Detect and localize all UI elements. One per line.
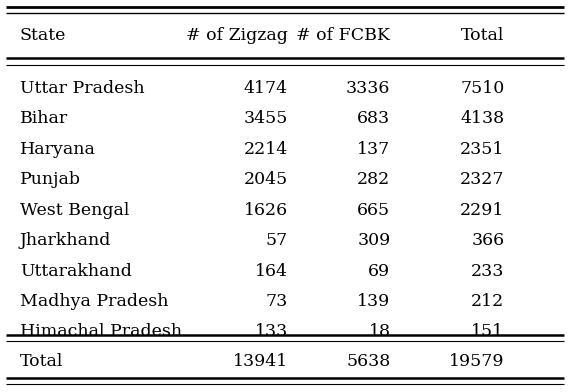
Text: 57: 57 <box>266 232 288 249</box>
Text: 69: 69 <box>368 263 390 279</box>
Text: 233: 233 <box>471 263 504 279</box>
Text: 2351: 2351 <box>460 140 504 158</box>
Text: Jharkhand: Jharkhand <box>20 232 111 249</box>
Text: 73: 73 <box>266 293 288 310</box>
Text: 19579: 19579 <box>449 354 504 370</box>
Text: 2327: 2327 <box>460 171 504 188</box>
Text: Bihar: Bihar <box>20 110 68 127</box>
Text: Total: Total <box>20 354 63 370</box>
Text: # of Zigzag: # of Zigzag <box>186 27 288 44</box>
Text: 665: 665 <box>357 201 390 218</box>
Text: Madhya Pradesh: Madhya Pradesh <box>20 293 169 310</box>
Text: West Bengal: West Bengal <box>20 201 129 218</box>
Text: 366: 366 <box>471 232 504 249</box>
Text: 151: 151 <box>471 323 504 341</box>
Text: 1626: 1626 <box>244 201 288 218</box>
Text: 133: 133 <box>255 323 288 341</box>
Text: # of FCBK: # of FCBK <box>296 27 390 44</box>
Text: 282: 282 <box>357 171 390 188</box>
Text: 7510: 7510 <box>460 80 504 96</box>
Text: 4174: 4174 <box>244 80 288 96</box>
Text: 3336: 3336 <box>346 80 390 96</box>
Text: 2045: 2045 <box>243 171 288 188</box>
Text: 137: 137 <box>357 140 390 158</box>
Text: 309: 309 <box>357 232 390 249</box>
Text: 5638: 5638 <box>346 354 390 370</box>
Text: 13941: 13941 <box>233 354 288 370</box>
Text: Uttarakhand: Uttarakhand <box>20 263 132 279</box>
Text: 3455: 3455 <box>243 110 288 127</box>
Text: 18: 18 <box>368 323 390 341</box>
Text: Haryana: Haryana <box>20 140 96 158</box>
Text: 4138: 4138 <box>461 110 504 127</box>
Text: 2291: 2291 <box>460 201 504 218</box>
Text: State: State <box>20 27 66 44</box>
Text: 164: 164 <box>255 263 288 279</box>
Text: 139: 139 <box>357 293 390 310</box>
Text: 212: 212 <box>471 293 504 310</box>
Text: Punjab: Punjab <box>20 171 81 188</box>
Text: 683: 683 <box>357 110 390 127</box>
Text: 2214: 2214 <box>243 140 288 158</box>
Text: Uttar Pradesh: Uttar Pradesh <box>20 80 145 96</box>
Text: Himachal Pradesh: Himachal Pradesh <box>20 323 182 341</box>
Text: Total: Total <box>461 27 504 44</box>
